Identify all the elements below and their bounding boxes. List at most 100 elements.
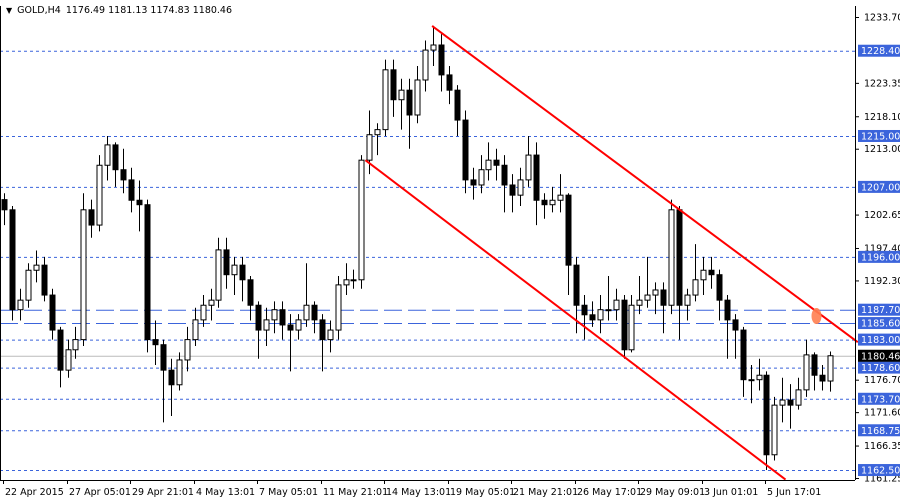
candle-body-bull [414, 79, 421, 116]
y-tick-label: 1161.25 [864, 473, 900, 484]
candle-body-bull [200, 304, 207, 321]
candle [152, 320, 159, 366]
level-price-label-box [858, 392, 900, 405]
candle [621, 295, 628, 359]
candle [192, 307, 199, 346]
candle [684, 288, 691, 321]
candle-body-bull [779, 399, 786, 406]
ohlc-readout: 1176.49 1181.13 1174.83 1180.46 [65, 5, 233, 16]
chart-title: ▼ GOLD,H4 1176.49 1181.13 1174.83 1180.4… [6, 5, 232, 16]
candle [279, 301, 286, 340]
candle-body-bear [128, 179, 135, 201]
candle [819, 365, 826, 391]
candle [104, 135, 111, 181]
y-tick-label: 1166.35 [864, 441, 900, 452]
level-price-label-box [858, 464, 900, 477]
level-price-label: 1196.00 [861, 252, 900, 263]
candle [597, 295, 604, 334]
candle-body-bear [287, 324, 294, 331]
candle [223, 237, 230, 289]
candle [350, 269, 357, 289]
level-price-label-box [858, 303, 900, 316]
level-price-label: 1183.00 [861, 335, 900, 346]
candle-body-bear [676, 209, 683, 306]
candle [700, 256, 707, 296]
candle-body-bull [215, 249, 222, 301]
candle-body-bear [470, 179, 477, 186]
candle [168, 358, 175, 416]
candle-body-bull [382, 69, 389, 131]
candle-body-bull [398, 89, 405, 101]
level-price-label: 1185.60 [861, 319, 900, 330]
x-tick-label: 26 May 17:01 [577, 487, 642, 498]
trend-lines[interactable] [364, 25, 859, 481]
candle-body-bull [374, 129, 381, 136]
candle [756, 358, 763, 391]
candle-body-bear [438, 44, 445, 76]
candle [1, 193, 8, 226]
candle [295, 314, 302, 340]
level-price-label: 1168.75 [861, 426, 900, 437]
trend-line [431, 25, 859, 343]
candle [795, 377, 802, 410]
y-tick-label: 1218.10 [864, 112, 900, 123]
candle-body-bear [819, 374, 826, 382]
candle [57, 326, 64, 388]
candle [446, 65, 453, 105]
candle [390, 59, 397, 117]
candle-body-bear [493, 159, 500, 166]
candle-body-bear [573, 264, 580, 306]
candle [636, 275, 643, 315]
candle-body-bull [192, 319, 199, 341]
candle [811, 352, 818, 391]
candle-body-bear [311, 304, 318, 321]
level-price-label-box [858, 44, 900, 57]
candle [771, 396, 778, 461]
candle [660, 282, 667, 334]
candle [509, 174, 516, 213]
candle-body-bull [295, 319, 302, 331]
candle-body-bull [184, 339, 191, 361]
candle-body-bear [581, 304, 588, 316]
candle [827, 351, 834, 392]
level-price-label-box [858, 424, 900, 437]
candle-body-bear [136, 199, 143, 206]
candle [65, 339, 72, 378]
candle [501, 155, 508, 213]
candle-body-bull [430, 44, 437, 51]
candle-body-bull [636, 299, 643, 306]
candle [271, 301, 278, 334]
candle [311, 301, 318, 334]
candle-body-bull [422, 49, 429, 81]
candle [462, 110, 469, 194]
trend-line [364, 159, 787, 481]
candle-body-bull [771, 404, 778, 456]
symbol-label: GOLD,H4 [17, 5, 61, 16]
candle [17, 288, 24, 321]
candle [41, 256, 48, 302]
x-tick-label: 7 May 05:01 [259, 487, 318, 498]
x-tick-label: 22 Apr 2015 [5, 487, 64, 498]
candles [1, 25, 834, 471]
candle-body-bear [732, 319, 739, 331]
candle [549, 186, 556, 213]
candle-body-bull [485, 159, 492, 171]
candle-body-bear [112, 144, 119, 171]
candle-body-bull [525, 154, 532, 181]
candle-body-bear [454, 89, 461, 121]
candle-body-bull [692, 279, 699, 296]
candle-body-bear [223, 249, 230, 276]
candle-body-bear [88, 209, 95, 226]
candle-body-bull [517, 179, 524, 196]
level-price-label: 1178.60 [861, 363, 900, 374]
candle [327, 320, 334, 353]
candle-body-bear [406, 89, 413, 116]
candle [136, 180, 143, 232]
candle-body-bull [668, 209, 675, 306]
candle-body-bear [462, 119, 469, 181]
triangle-down-icon[interactable]: ▼ [6, 6, 13, 15]
candle-body-bear [279, 309, 286, 326]
candle [263, 307, 270, 346]
candle-body-bull [652, 289, 659, 296]
